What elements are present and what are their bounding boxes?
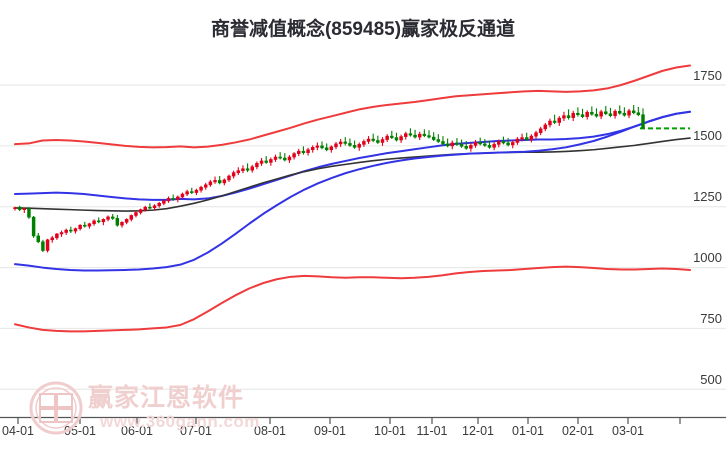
y-axis-tick-label: 750 xyxy=(700,310,722,326)
x-axis-tick-label: 12-01 xyxy=(462,424,494,438)
x-axis-tick-label: 09-01 xyxy=(314,424,346,438)
x-axis-tick-label: 04-01 xyxy=(2,424,34,438)
x-axis-tick-label: 08-01 xyxy=(254,424,286,438)
y-axis-tick-label: 1000 xyxy=(693,250,722,266)
x-axis-tick-label: 11-01 xyxy=(416,424,448,438)
y-axis-tick-label: 1500 xyxy=(693,128,722,144)
watermark-url: www.360gann.com xyxy=(100,412,260,431)
watermark-brand: 赢家江恩软件 xyxy=(88,384,245,412)
y-axis-tick-label: 1750 xyxy=(693,67,722,83)
series-line-1 xyxy=(14,110,691,201)
page-title: 商誉减值概念(859485)赢家极反通道 xyxy=(210,19,516,40)
x-axis-tick-label: 01-01 xyxy=(512,424,544,438)
axis-baseline xyxy=(0,416,726,424)
y-axis-tick-label: 1250 xyxy=(693,189,722,205)
x-axis-tick-label: 03-01 xyxy=(612,424,644,438)
series-line-0 xyxy=(14,64,691,149)
series-line-4 xyxy=(14,265,691,333)
x-axis-tick-label: 02-01 xyxy=(562,424,594,438)
watermark-seal-logo xyxy=(28,380,84,436)
series-line-3 xyxy=(14,110,691,272)
y-axis-tick-label: 500 xyxy=(700,371,722,387)
plot-area xyxy=(0,48,726,424)
grid-lines xyxy=(0,84,726,390)
candlestick-series xyxy=(13,104,645,253)
x-axis-tick-label: 06-01 xyxy=(121,424,153,438)
x-axis-tick-label: 10-01 xyxy=(374,424,406,438)
plot-svg xyxy=(0,64,726,424)
x-axis-tick-label: 07-01 xyxy=(180,424,212,438)
series-line-2 xyxy=(14,137,691,212)
